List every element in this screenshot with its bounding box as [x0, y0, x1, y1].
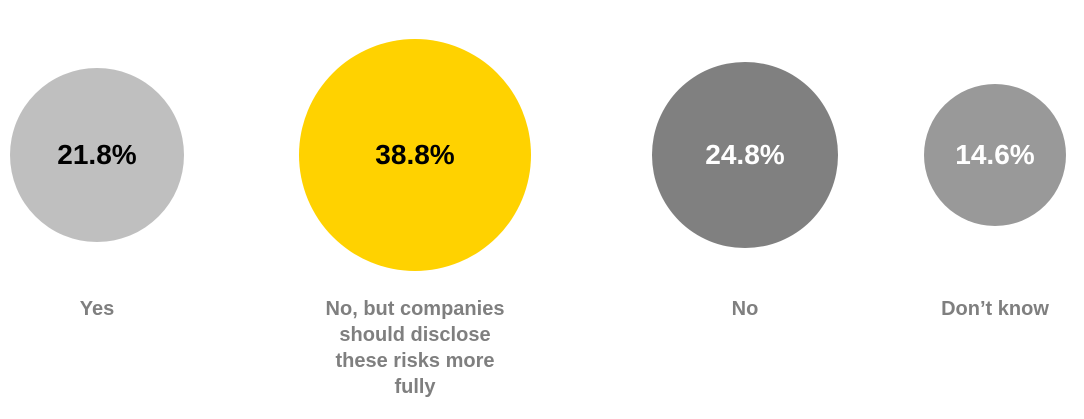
- bubble-2: 38.8%: [299, 39, 531, 271]
- bubble-value-label: 38.8%: [375, 139, 455, 170]
- category-label: Yes: [79, 298, 115, 320]
- category-label: Don’t know: [941, 298, 1049, 320]
- bubble-value-label: 14.6%: [955, 138, 1035, 170]
- bubble-value-label: 21.8%: [57, 138, 137, 170]
- category-label: No: [731, 298, 759, 320]
- bubble-1: 21.8%: [10, 68, 184, 242]
- bubble-4: 14.6%: [923, 83, 1067, 227]
- bubble-value-label: 24.8%: [705, 138, 785, 170]
- category-label: No, but companies should disclose these …: [325, 298, 505, 398]
- bubble-3: 24.8%: [652, 62, 838, 248]
